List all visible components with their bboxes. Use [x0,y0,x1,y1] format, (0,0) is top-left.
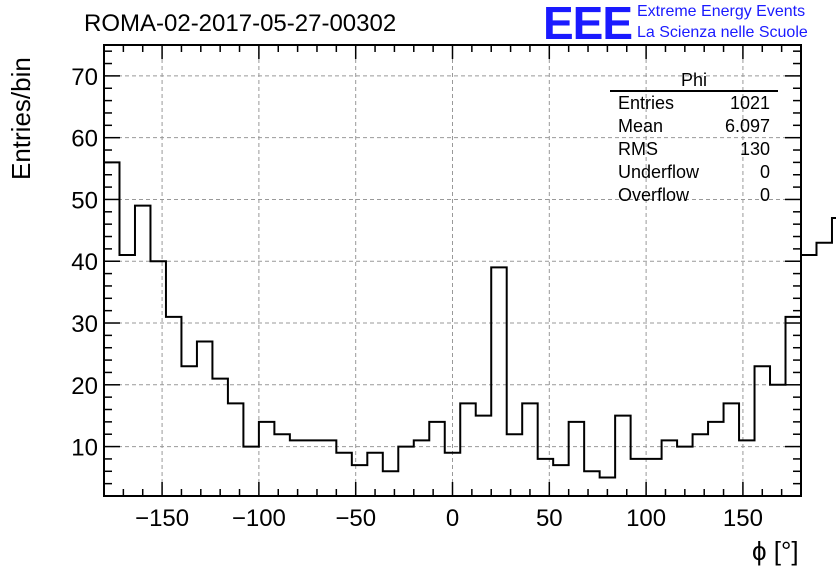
stats-row-overflow: Overflow 0 [610,184,778,207]
histogram-bin [429,422,444,496]
histogram-line [103,161,836,496]
stats-label: Underflow [618,162,700,182]
stats-row-entries: Entries 1021 [610,92,778,115]
stats-value: 6.097 [724,116,770,136]
histogram-bin [491,267,506,496]
histogram-bin [724,403,739,496]
histogram-bin [755,366,770,496]
histogram-bin [569,422,584,496]
histogram-bin [553,465,568,496]
stats-row-mean: Mean 6.097 [610,115,778,138]
histogram-bin [662,440,677,496]
histogram-bin [259,422,274,496]
logo-caption-line1: Extreme Energy Events [637,3,806,20]
histogram-bin [414,440,429,496]
histogram-bin [150,261,165,496]
stats-value: 1021 [729,93,770,113]
stats-box: Phi Entries 1021 Mean 6.097 RMS 130 Unde… [610,70,778,207]
stats-row-underflow: Underflow 0 [610,161,778,184]
histogram-bin [615,416,630,496]
histogram-bin [460,403,475,496]
eee-logo: EEE [543,0,633,49]
histogram-bin [801,255,816,496]
x-axis-label: ϕ [°] [752,536,799,566]
histogram-bin [646,459,661,496]
y-axis-label: Entries/bin [6,57,36,180]
stats-label: Entries [618,93,675,113]
histogram-bin [166,317,181,496]
histogram-bin [290,440,305,496]
histogram-bin [693,434,708,496]
histogram-bin [274,434,289,496]
histogram-bin [119,255,134,496]
x-tick-label: −50 [335,505,376,532]
histogram-bin [383,471,398,496]
stats-value: 130 [739,139,770,159]
histogram-bin [135,206,150,496]
x-tick-label: 0 [446,505,459,532]
histogram-bin [770,385,785,496]
y-tick-label: 40 [71,249,98,276]
histogram-bin [352,465,367,496]
histogram-bin [708,422,723,496]
histogram-bin [398,447,413,496]
stats-value: 0 [759,185,770,205]
x-tick-label: 50 [536,505,563,532]
x-tick-label: −150 [135,505,189,532]
histogram-bin [631,459,646,496]
histogram-bin [507,434,522,496]
stats-title: Phi [610,70,778,92]
histogram-bin [739,440,754,496]
histogram-bin [228,403,243,496]
y-tick-label: 20 [71,373,98,400]
histogram-bin [786,317,801,496]
stats-row-rms: RMS 130 [610,138,778,161]
y-tick-label: 10 [71,435,98,462]
y-tick-label: 50 [71,187,98,214]
histogram-bin [243,447,258,496]
y-tick-label: 30 [71,311,98,338]
y-tick-label: 70 [71,64,98,91]
y-tick-label: 60 [71,126,98,153]
histogram-bin [197,342,212,496]
histogram-bin [677,447,692,496]
histogram-bin [538,459,553,496]
histogram-bin [476,416,491,496]
histogram-bin [816,243,831,496]
chart-title: ROMA-02-2017-05-27-00302 [84,10,397,37]
histogram-bin [305,440,320,496]
x-tick-label: −100 [232,505,286,532]
stats-label: RMS [618,139,658,159]
x-tick-label: 150 [723,505,763,532]
histogram-bin [832,218,836,496]
logo-caption-line2: La Scienza nelle Scuole [637,24,808,41]
stats-label: Overflow [618,185,690,205]
stats-label: Mean [618,116,664,136]
histogram-bin [584,471,599,496]
histogram-bin [321,440,336,496]
histogram-bin [522,403,537,496]
x-tick-label: 100 [626,505,666,532]
histogram-bin [336,453,351,496]
histogram-bin [181,366,196,496]
stats-value: 0 [759,162,770,182]
histogram-bin [212,379,227,496]
